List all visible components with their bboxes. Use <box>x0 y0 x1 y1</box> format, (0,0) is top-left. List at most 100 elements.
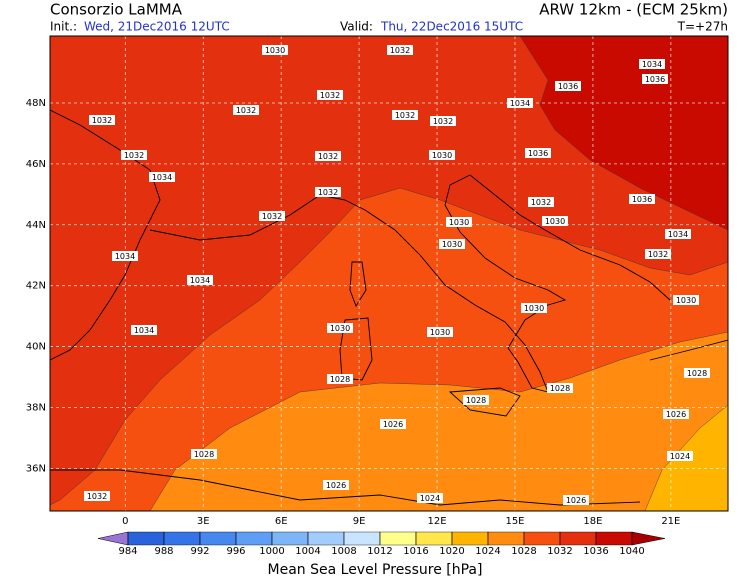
colorbar-segment <box>343 531 381 546</box>
isobar-label: 1032 <box>320 91 340 100</box>
isobar-label: 1026 <box>666 410 686 419</box>
isobar-label-box <box>521 303 547 313</box>
isobar-label: 1032 <box>124 151 144 160</box>
lat-label: 42N <box>26 281 46 292</box>
isobar-label-box <box>663 409 689 419</box>
map-area: 1030 1032 1034 1036 1036 1032 1032 1034 1032 1032… <box>50 36 728 511</box>
isobar-label-box <box>262 45 288 55</box>
isobar-label: 1030 <box>430 328 450 337</box>
isobar-label: 1034 <box>668 230 688 239</box>
colorbar-segment <box>379 531 417 546</box>
coastline <box>339 317 373 381</box>
coastline <box>149 174 671 393</box>
colorbar-segment <box>595 531 633 546</box>
colorbar-tick-label: 1004 <box>295 546 320 557</box>
isobar-label-box <box>233 105 259 115</box>
isobar-label: 1032 <box>433 117 453 126</box>
isobar-label-box <box>463 395 489 405</box>
init-time: Wed, 21Dec2016 12UTC <box>84 20 230 34</box>
colorbar-tick-label: 1008 <box>331 546 356 557</box>
isobar-label-box <box>392 110 418 120</box>
isobar-label-box <box>191 449 217 459</box>
colorbar-tick-label: 1016 <box>403 546 428 557</box>
isobar-label-box <box>121 150 147 160</box>
isobar-label: 1026 <box>566 496 586 505</box>
isobar-label-box <box>429 150 455 160</box>
isobar-label: 1032 <box>648 250 668 259</box>
isobar-label-box <box>684 368 710 378</box>
isobar-label: 1036 <box>632 195 652 204</box>
isobar-label: 1034 <box>152 173 172 182</box>
isobar-label: 1030 <box>442 240 462 249</box>
isobar-label: 1030 <box>545 217 565 226</box>
colorbar-tick-label: 1024 <box>475 546 500 557</box>
isobar-label: 1032 <box>92 116 112 125</box>
colorbar-segment <box>235 531 273 546</box>
isobar-label-box <box>639 59 665 69</box>
isobar-label: 1036 <box>558 82 578 91</box>
colorbar-over <box>631 531 666 546</box>
isobar-label: 1034 <box>134 326 154 335</box>
lead-time: T=+27h <box>677 20 728 34</box>
init-label: Init.: <box>50 20 77 34</box>
isobar-label-box <box>642 74 668 84</box>
colorbar-segment <box>523 531 561 546</box>
lon-label: 3E <box>197 516 210 527</box>
isobar-label-box <box>315 187 341 197</box>
isobar-label-box <box>528 197 554 207</box>
isobar-label-box <box>525 148 551 158</box>
colorbar-tick-label: 1036 <box>583 546 608 557</box>
isobar-label: 1034 <box>190 276 210 285</box>
isobar-label: 1028 <box>466 396 486 405</box>
colorbar-segment <box>127 531 165 546</box>
isobar-label: 1032 <box>318 152 338 161</box>
isobar-label-box <box>446 217 472 227</box>
isobar-label-box <box>667 451 693 461</box>
lon-label: 6E <box>275 516 288 527</box>
lat-label: 44N <box>26 220 46 231</box>
isobar-label-box <box>380 419 406 429</box>
isobar-label: 1024 <box>420 494 440 503</box>
pressure-zone <box>149 331 728 511</box>
lat-label: 46N <box>26 159 46 170</box>
isobar-label: 1032 <box>87 492 107 501</box>
colorbar-segment <box>271 531 309 546</box>
isobar-label: 1028 <box>550 384 570 393</box>
isobar-label-box <box>387 45 413 55</box>
isobar-label-box <box>327 323 353 333</box>
colorbar-tick-label: 1040 <box>619 546 644 557</box>
isobar-label: 1028 <box>330 375 350 384</box>
isobar-label: 1032 <box>318 188 338 197</box>
isobar-label-box <box>427 327 453 337</box>
colorbar-tick-label: 992 <box>190 546 209 557</box>
isobar-label-box <box>507 98 533 108</box>
lat-label: 40N <box>26 342 46 353</box>
isobar-label: 1036 <box>528 149 548 158</box>
colorbar-segment <box>199 531 237 546</box>
isobar-label-box <box>323 480 349 490</box>
model-info: ARW 12km - (ECM 25km) <box>539 1 728 19</box>
isobar-label-box <box>259 211 285 221</box>
isobar-label-box <box>187 275 213 285</box>
lat-label: 36N <box>26 463 46 474</box>
pressure-zone <box>50 36 728 506</box>
isobar-label: 1032 <box>531 198 551 207</box>
coastline <box>649 339 728 361</box>
isobar-label: 1030 <box>330 324 350 333</box>
isobar-label-box <box>542 216 568 226</box>
isobar-label: 1030 <box>265 46 285 55</box>
isobar-label-box <box>84 491 110 501</box>
isobar-label: 1034 <box>642 60 662 69</box>
isobar-label: 1030 <box>432 151 452 160</box>
colorbar-segment <box>451 531 489 546</box>
page-title: Consorzio LaMMA <box>50 1 183 19</box>
isobar-label-box <box>555 81 581 91</box>
colorbar-segment <box>487 531 525 546</box>
colorbar-tick-label: 1032 <box>547 546 572 557</box>
colorbar-segment <box>415 531 453 546</box>
isobar-label-box <box>673 295 699 305</box>
colorbar-tick-label: 1028 <box>511 546 536 557</box>
isobar-label: 1032 <box>236 106 256 115</box>
isobar-label-box <box>317 90 343 100</box>
